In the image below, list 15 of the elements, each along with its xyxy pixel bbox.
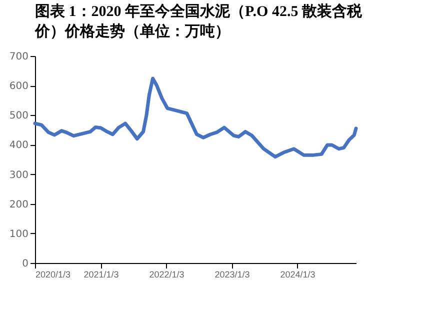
x-tick-label: 2020/1/3 <box>36 270 71 280</box>
y-tick-label: 600 <box>9 81 28 92</box>
y-tick-label: 0 <box>22 258 28 270</box>
x-tick-label: 2022/1/3 <box>149 270 184 280</box>
x-tick-label: 2024/1/3 <box>280 270 316 280</box>
y-tick-label: 400 <box>9 140 28 152</box>
y-tick-label: 200 <box>9 199 28 210</box>
y-tick-label: 100 <box>9 228 28 240</box>
y-tick-label: 500 <box>9 110 28 122</box>
line-series <box>33 76 358 159</box>
y-tick-label: 300 <box>9 170 28 181</box>
x-tick-label: 2023/1/3 <box>214 270 250 280</box>
chart-title: 图表 1：2020 年至今全国水泥（P.O 42.5 散装含税价）价格走势（单位：万吨） <box>34 3 363 40</box>
y-tick-label: 700 <box>9 52 28 62</box>
x-tick-label: 2021/1/3 <box>84 270 119 280</box>
